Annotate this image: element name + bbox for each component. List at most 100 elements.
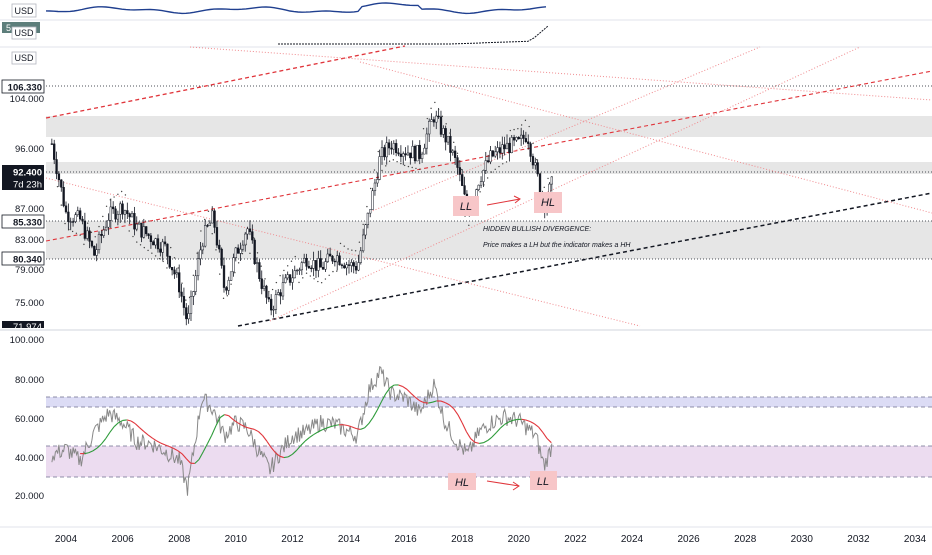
- candle-body: [282, 283, 284, 296]
- candle-body: [185, 308, 187, 319]
- candle-body: [334, 261, 336, 262]
- candle-body: [188, 314, 190, 319]
- sar-dot: [295, 256, 296, 257]
- rsi-tag-hl-label: HL: [455, 477, 469, 489]
- candle-body: [254, 240, 256, 264]
- sar-dot: [340, 243, 341, 244]
- candle-body: [299, 270, 301, 271]
- candle-body: [86, 231, 88, 239]
- sar-dot: [506, 161, 507, 162]
- candle-body: [539, 174, 541, 193]
- sar-dot: [200, 230, 201, 231]
- rsi-ma-segment: [522, 419, 526, 420]
- sar-dot: [378, 151, 379, 152]
- year-tick: 2034: [904, 534, 927, 545]
- candle-body: [532, 156, 534, 165]
- sar-dot: [106, 206, 107, 207]
- sar-dot: [381, 170, 382, 171]
- candle-body: [362, 235, 364, 251]
- candle-body: [450, 136, 452, 152]
- candle-body: [65, 206, 67, 212]
- sar-dot: [487, 177, 488, 178]
- candle-body: [534, 163, 536, 165]
- price-tag-ll[interactable]: LL: [453, 196, 479, 216]
- sar-dot: [185, 299, 186, 300]
- candle-body: [72, 222, 74, 223]
- candle-body: [435, 116, 437, 122]
- candle-body: [400, 154, 402, 157]
- candle-body: [414, 146, 416, 161]
- candle-body: [117, 214, 119, 219]
- candle-body: [223, 266, 225, 288]
- candle-body: [287, 275, 289, 278]
- candle-body: [409, 153, 411, 158]
- sar-dot: [547, 178, 548, 179]
- sar-dot: [298, 282, 299, 283]
- sar-dot: [415, 168, 416, 169]
- sar-dot: [328, 275, 329, 276]
- candle-body: [530, 144, 532, 157]
- candle-body: [405, 154, 407, 155]
- candle-body: [112, 207, 114, 209]
- candle-body: [100, 234, 102, 235]
- rsi-band-top: [46, 397, 932, 407]
- candle-body: [103, 230, 105, 236]
- year-tick: 2012: [281, 534, 304, 545]
- sar-dot: [291, 261, 292, 262]
- candle-body: [428, 121, 430, 134]
- rsi-tag-ll-label: LL: [537, 476, 549, 488]
- candle-body: [60, 180, 62, 187]
- sar-dot: [98, 226, 99, 227]
- candle-body: [230, 272, 232, 281]
- sar-dot: [193, 275, 194, 276]
- sar-dot: [423, 128, 424, 129]
- rsi-tag-hl[interactable]: HL: [448, 473, 476, 490]
- sar-dot: [162, 261, 163, 262]
- sar-dot: [204, 219, 205, 220]
- sar-dot: [366, 206, 367, 207]
- candle-body: [376, 179, 378, 183]
- candle-body: [296, 270, 298, 271]
- sar-dot: [498, 166, 499, 167]
- candle-body: [261, 279, 263, 289]
- candle-body: [426, 134, 428, 148]
- candle-body: [494, 152, 496, 156]
- year-tick: 2028: [734, 534, 757, 545]
- candle-body: [485, 161, 487, 171]
- candle-body: [320, 258, 322, 267]
- candle-body: [506, 143, 508, 149]
- sar-dot: [196, 252, 197, 253]
- sar-dot: [159, 258, 160, 259]
- sar-dot: [525, 120, 526, 121]
- sar-dot: [310, 275, 311, 276]
- candle-body: [93, 246, 95, 255]
- candle-body: [91, 241, 93, 246]
- candle-body: [516, 137, 518, 140]
- candle-body: [141, 223, 143, 237]
- rsi-ma-segment: [343, 425, 347, 426]
- sar-dot: [544, 187, 545, 188]
- sar-dot: [151, 252, 152, 253]
- candle-body: [225, 288, 227, 291]
- candle-body: [513, 137, 515, 140]
- candle-body: [518, 137, 520, 138]
- divergence-note-title: HIDDEN BULLISH DIVERGENCE:: [483, 226, 591, 233]
- candle-body: [407, 153, 409, 155]
- candle-body: [273, 309, 275, 310]
- rsi-ma-segment: [335, 425, 339, 426]
- year-tick: 2026: [677, 534, 700, 545]
- sar-dot: [223, 298, 224, 299]
- sar-dot: [370, 188, 371, 189]
- candle-body: [520, 135, 522, 139]
- year-tick: 2016: [394, 534, 417, 545]
- candle-body: [480, 182, 482, 186]
- candle-body: [108, 220, 110, 227]
- rsi-tag-ll[interactable]: LL: [530, 471, 557, 490]
- price-tag-hl[interactable]: HL: [534, 192, 562, 213]
- sar-dot: [261, 265, 262, 266]
- candle-body: [192, 292, 194, 297]
- candle-body: [183, 296, 185, 307]
- sar-dot: [230, 284, 231, 285]
